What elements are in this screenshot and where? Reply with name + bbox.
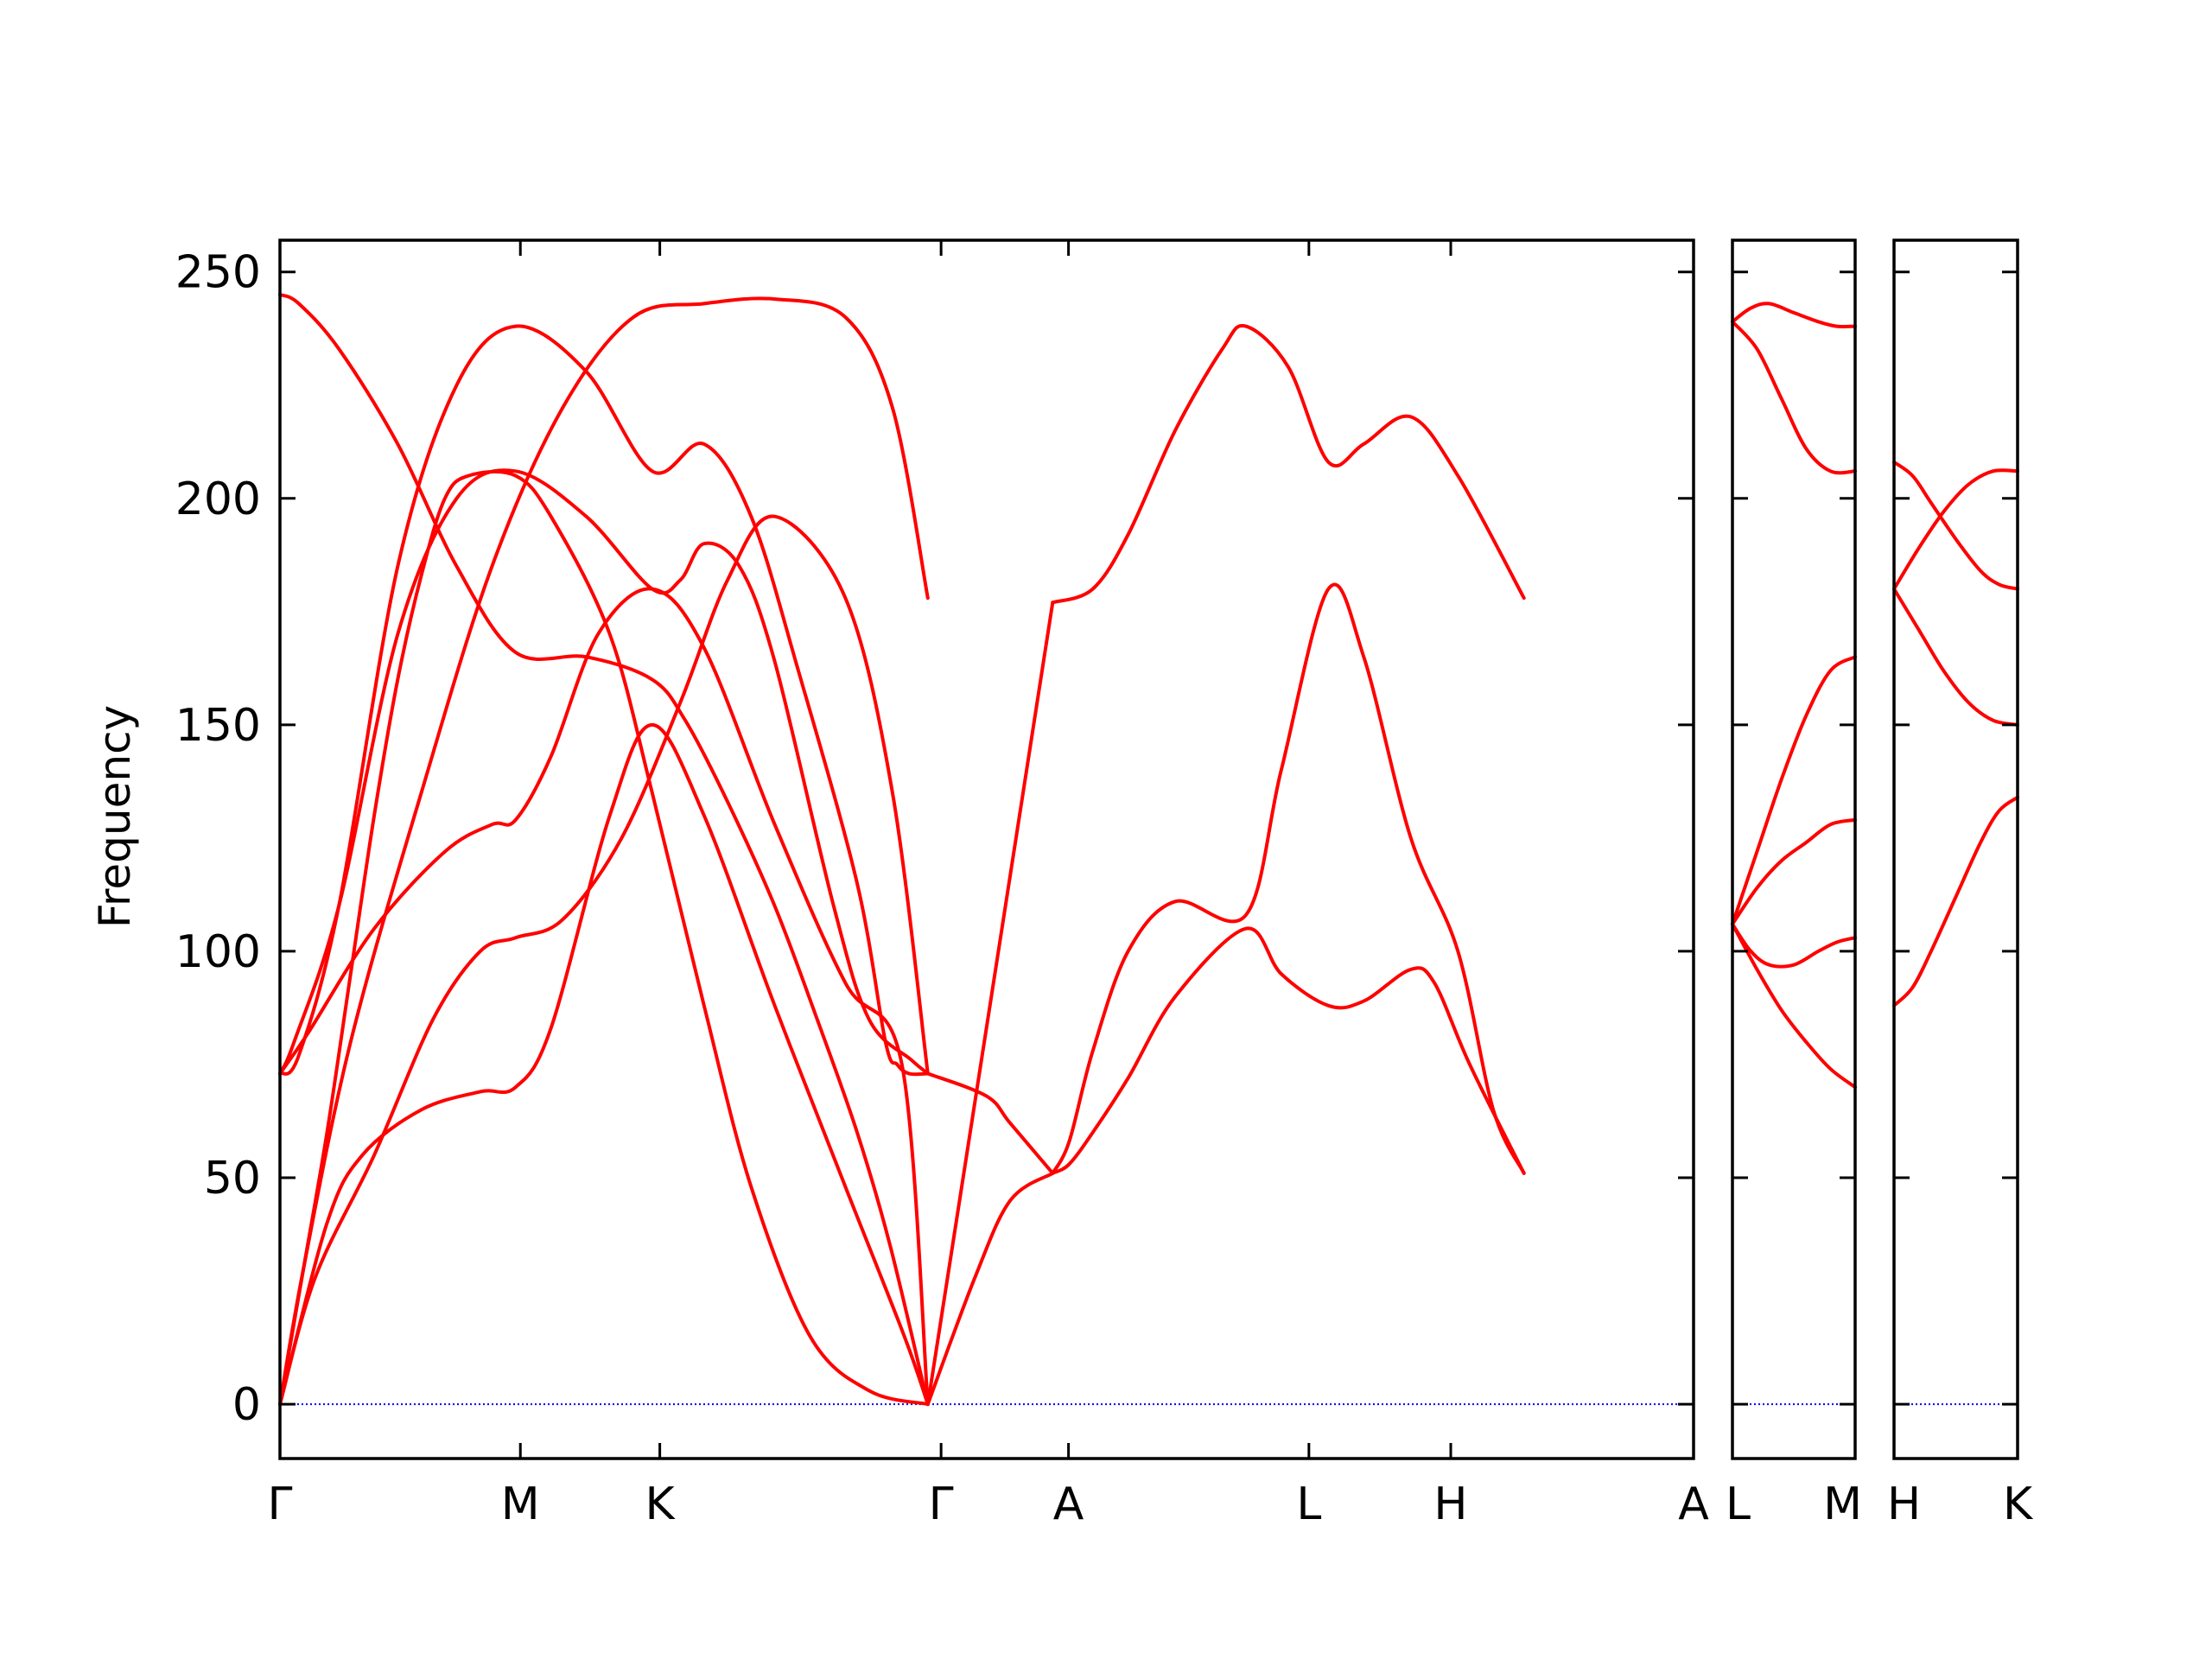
y-tick-label: 100	[175, 926, 261, 978]
x-tick-label: M	[1823, 1478, 1862, 1530]
y-tick-label: 0	[232, 1379, 261, 1431]
phonon-branch	[925, 601, 1055, 1407]
phonon-branch	[1731, 655, 1857, 926]
y-axis-label: Frequency	[90, 705, 140, 928]
phonon-branch	[278, 292, 930, 1407]
phonon-branch	[1051, 582, 1526, 1175]
phonon-branch	[278, 722, 930, 1407]
x-tick-label: M	[501, 1478, 540, 1530]
y-tick-label: 150	[175, 700, 261, 752]
phonon-branch	[278, 514, 930, 1407]
phonon-branch	[1892, 460, 2019, 591]
phonon-branch	[278, 468, 930, 1076]
phonon-branch	[1051, 926, 1526, 1175]
panel-frame	[278, 238, 1695, 1460]
phonon-branch	[278, 324, 930, 1077]
x-tick-label: A	[1053, 1478, 1084, 1530]
phonon-branch	[1892, 468, 2019, 591]
phonon-branch	[1051, 323, 1526, 605]
phonon-branch	[1892, 587, 2019, 727]
x-tick-label: K	[645, 1478, 677, 1530]
panel-frame	[1731, 238, 1857, 1460]
x-tick-label: K	[2003, 1478, 2034, 1530]
x-tick-label: Γ	[929, 1478, 954, 1530]
y-tick-label: 250	[175, 247, 261, 299]
panel-1: 0 50 100 150 200 250 Γ M K Γ A L H A	[175, 238, 1709, 1530]
x-tick-label: A	[1678, 1478, 1709, 1530]
phonon-branch	[1731, 922, 1857, 969]
x-tick-label: L	[1726, 1478, 1751, 1530]
phonon-branch	[1892, 795, 2019, 1007]
x-tick-label: Γ	[268, 1478, 293, 1530]
phonon-branch	[1731, 302, 1857, 328]
phonon-branch	[278, 296, 930, 1407]
phonon-branch	[1731, 320, 1857, 475]
x-tick-label: H	[1433, 1478, 1467, 1530]
phonon-branch	[925, 1171, 1055, 1407]
phonon-branch	[1731, 817, 1857, 926]
phonon-branch	[278, 469, 930, 1407]
x-tick-label: H	[1887, 1478, 1921, 1530]
panel-frame	[1892, 238, 2019, 1460]
y-tick-label: 200	[175, 474, 261, 525]
phonon-branch	[1731, 922, 1857, 1090]
y-tick-label: 50	[204, 1153, 261, 1205]
phonon-branch	[925, 1071, 1055, 1175]
x-tick-label: L	[1296, 1478, 1321, 1530]
phonon-branch	[278, 587, 930, 1407]
